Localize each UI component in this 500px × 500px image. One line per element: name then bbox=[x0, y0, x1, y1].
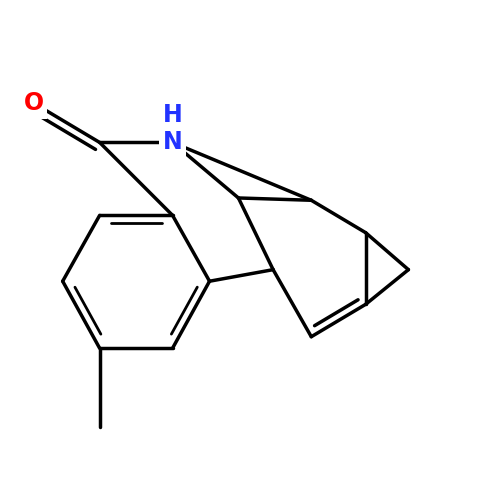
Text: O: O bbox=[24, 91, 44, 115]
Text: H: H bbox=[162, 102, 182, 126]
Text: N: N bbox=[162, 130, 182, 154]
